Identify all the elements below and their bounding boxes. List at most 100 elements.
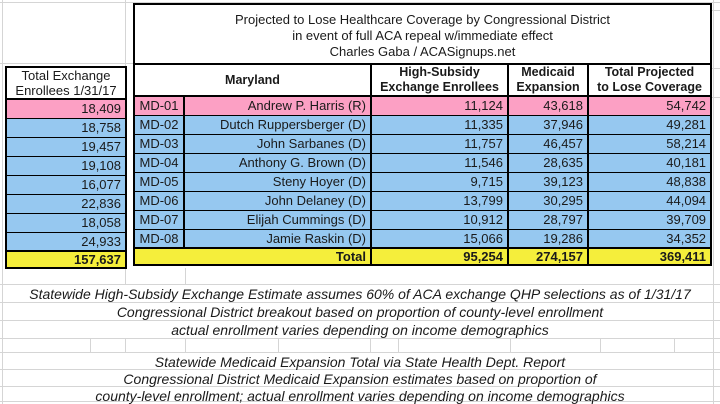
state-header-cell[interactable]: Maryland — [133, 63, 372, 97]
main-table: Projected to Lose Healthcare Coverage by… — [132, 3, 713, 266]
table-row: MD-08 Jamie Raskin (D) 15,066 19,286 34,… — [133, 228, 713, 249]
enrollees-value-cell[interactable]: 18,758 — [5, 117, 127, 138]
gridline — [125, 0, 126, 66]
cell-representative[interactable]: John Delaney (D) — [183, 190, 372, 211]
gridline — [185, 268, 186, 284]
total-label-cell[interactable]: Total — [133, 247, 372, 266]
cell-high-subsidy[interactable]: 13,799 — [370, 190, 509, 211]
cell-district[interactable]: MD-04 — [133, 152, 185, 173]
enrollees-header-line2: Enrollees 1/31/17 — [15, 83, 117, 98]
column-header-medicaid[interactable]: Medicaid Expansion — [507, 63, 589, 97]
total-medicaid-cell[interactable]: 274,157 — [507, 247, 589, 266]
cell-medicaid[interactable]: 30,295 — [507, 190, 589, 211]
note-exchange-line3: actual enrollment varies depending on in… — [171, 322, 549, 338]
cell-medicaid[interactable]: 46,457 — [507, 133, 589, 154]
cell-medicaid[interactable]: 28,797 — [507, 209, 589, 230]
gridline — [713, 0, 714, 404]
cell-total[interactable]: 54,742 — [586, 95, 713, 116]
table-row: MD-02 Dutch Ruppersberger (D) 11,335 37,… — [133, 114, 713, 135]
cell-high-subsidy[interactable]: 10,912 — [370, 209, 509, 230]
cell-total[interactable]: 49,281 — [586, 114, 713, 135]
enrollees-value-cell[interactable]: 19,108 — [5, 155, 127, 176]
cell-high-subsidy[interactable]: 11,546 — [370, 152, 509, 173]
enrollees-value-cell[interactable]: 18,409 — [5, 98, 127, 119]
table-row: MD-04 Anthony G. Brown (D) 11,546 28,635… — [133, 152, 713, 173]
cell-representative[interactable]: Anthony G. Brown (D) — [183, 152, 372, 173]
cell-high-subsidy[interactable]: 9,715 — [370, 171, 509, 192]
column-header-high-subsidy[interactable]: High-Subsidy Exchange Enrollees — [370, 63, 509, 97]
note-exchange-line1: Statewide High-Subsidy Exchange Estimate… — [29, 286, 691, 302]
gridline — [0, 284, 720, 285]
cell-high-subsidy[interactable]: 11,124 — [370, 95, 509, 116]
cell-medicaid[interactable]: 43,618 — [507, 95, 589, 116]
gridline — [0, 401, 720, 402]
note-medicaid-line2: Congressional District Medicaid Expansio… — [123, 371, 597, 387]
table-row: MD-06 John Delaney (D) 13,799 30,295 44,… — [133, 190, 713, 211]
total-total-cell[interactable]: 369,411 — [586, 247, 713, 266]
gridline — [711, 97, 720, 98]
cell-representative[interactable]: John Sarbanes (D) — [183, 133, 372, 154]
cell-medicaid[interactable]: 37,946 — [507, 114, 589, 135]
gridline — [0, 352, 720, 353]
column-header-line: Medicaid — [521, 65, 575, 79]
cell-representative[interactable]: Andrew P. Harris (R) — [183, 95, 372, 116]
cell-medicaid[interactable]: 19,286 — [507, 228, 589, 249]
cell-total[interactable]: 39,709 — [586, 209, 713, 230]
cell-total[interactable]: 34,352 — [586, 228, 713, 249]
cell-representative[interactable]: Elijah Cummings (D) — [183, 209, 372, 230]
enrollees-header-cell[interactable]: Total Exchange Enrollees 1/31/17 — [5, 66, 127, 100]
gridline — [0, 302, 720, 303]
gridline — [2, 0, 3, 404]
column-header-line: High-Subsidy — [399, 65, 480, 79]
column-header-line: Expansion — [516, 80, 580, 94]
gridline — [0, 369, 720, 370]
column-header-line: Exchange Enrollees — [380, 80, 499, 94]
gridline — [510, 338, 511, 352]
cell-district[interactable]: MD-03 — [133, 133, 185, 154]
gridline — [674, 338, 675, 352]
cell-total[interactable]: 44,094 — [586, 190, 713, 211]
column-header-line: to Lose Coverage — [597, 80, 702, 94]
cell-district[interactable]: MD-06 — [133, 190, 185, 211]
gridline — [185, 338, 186, 352]
cell-representative[interactable]: Steny Hoyer (D) — [183, 171, 372, 192]
cell-district[interactable]: MD-01 — [133, 95, 185, 116]
enrollees-total-cell[interactable]: 157,637 — [5, 250, 127, 269]
table-row: MD-07 Elijah Cummings (D) 10,912 28,797 … — [133, 209, 713, 230]
enrollees-value-cell[interactable]: 24,933 — [5, 231, 127, 252]
cell-high-subsidy[interactable]: 11,335 — [370, 114, 509, 135]
cell-medicaid[interactable]: 28,635 — [507, 152, 589, 173]
cell-district[interactable]: MD-05 — [133, 171, 185, 192]
total-high-subsidy-cell[interactable]: 95,254 — [370, 247, 509, 266]
cell-district[interactable]: MD-07 — [133, 209, 185, 230]
gridline — [90, 338, 91, 352]
cell-medicaid[interactable]: 39,123 — [507, 171, 589, 192]
table-row: MD-05 Steny Hoyer (D) 9,715 39,123 48,83… — [133, 171, 713, 192]
cell-high-subsidy[interactable]: 11,757 — [370, 133, 509, 154]
gridline — [125, 268, 126, 284]
cell-high-subsidy[interactable]: 15,066 — [370, 228, 509, 249]
cell-total[interactable]: 48,838 — [586, 171, 713, 192]
gridline — [0, 63, 133, 64]
cell-representative[interactable]: Dutch Ruppersberger (D) — [183, 114, 372, 135]
note-medicaid-line1: Statewide Medicaid Expansion Total via S… — [154, 354, 566, 370]
enrollees-value-cell[interactable]: 19,457 — [5, 136, 127, 157]
table-title-line3: Charles Gaba / ACASignups.net — [329, 44, 516, 59]
cell-total[interactable]: 58,214 — [586, 133, 713, 154]
enrollees-value-cell[interactable]: 16,077 — [5, 174, 127, 195]
table-row: MD-03 John Sarbanes (D) 11,757 46,457 58… — [133, 133, 713, 154]
cell-district[interactable]: MD-08 — [133, 228, 185, 249]
cell-total[interactable]: 40,181 — [586, 152, 713, 173]
note-medicaid-line3: county-level enrollment; actual enrollme… — [95, 388, 625, 404]
gridline — [278, 338, 279, 352]
gridline — [711, 68, 720, 69]
column-header-total[interactable]: Total Projected to Lose Coverage — [586, 63, 713, 97]
note-exchange-line2: Congressional District breakout based on… — [116, 304, 604, 320]
cell-district[interactable]: MD-02 — [133, 114, 185, 135]
enrollees-value-cell[interactable]: 18,058 — [5, 212, 127, 233]
cell-representative[interactable]: Jamie Raskin (D) — [183, 228, 372, 249]
gridline — [0, 320, 720, 321]
enrollees-value-cell[interactable]: 22,836 — [5, 193, 127, 214]
table-title-line2: in event of full ACA repeal w/immediate … — [292, 28, 553, 43]
